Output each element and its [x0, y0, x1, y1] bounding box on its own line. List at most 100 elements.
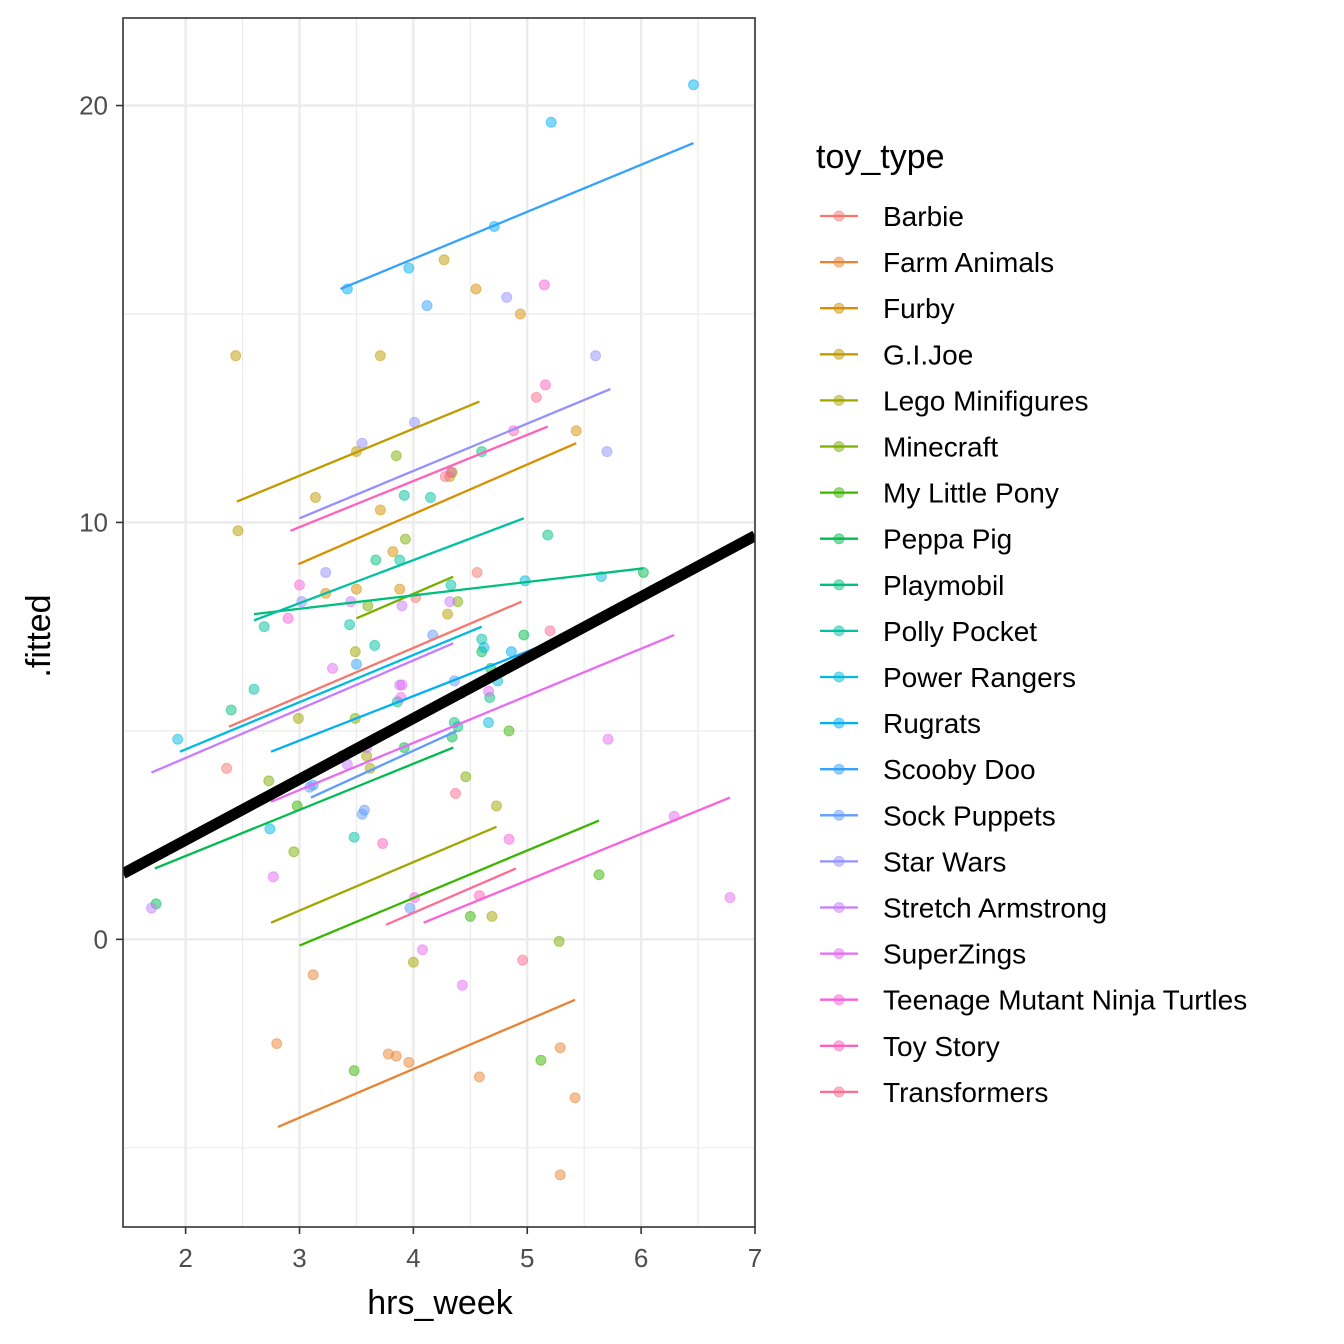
legend-key-point [833, 441, 845, 452]
legend-key-point [833, 1040, 845, 1052]
axes: 2 3 4 5 6 7 0 10 20 [79, 91, 762, 1273]
legend-label: Lego Minifigures [883, 385, 1088, 416]
data-point [271, 1038, 283, 1050]
legend-key-point [833, 256, 845, 268]
data-point [456, 979, 468, 991]
data-point [230, 350, 242, 362]
data-point [554, 1042, 566, 1054]
legend-item: Stretch Armstrong [820, 893, 1107, 924]
data-point [288, 846, 300, 858]
legend-key-point [833, 348, 845, 360]
legend-item: Sock Puppets [820, 800, 1056, 831]
legend-label: G.I.Joe [883, 339, 973, 370]
fit-line-Stretch Armstrong [151, 642, 454, 774]
data-point [503, 725, 515, 737]
x-tick-label: 2 [178, 1243, 192, 1273]
data-point [344, 619, 356, 631]
data-point [370, 554, 382, 566]
legend-label: Minecraft [883, 432, 998, 463]
legend-label: Polly Pocket [883, 616, 1037, 647]
data-point [390, 450, 402, 462]
data-point [348, 1065, 360, 1077]
x-tick-label: 5 [520, 1243, 534, 1273]
legend-item: Lego Minifigures [820, 385, 1088, 416]
data-point [464, 910, 476, 922]
fit-line-Transformers [385, 867, 517, 926]
legend-key-point [833, 994, 845, 1006]
data-point [258, 621, 270, 633]
data-point [535, 1054, 547, 1066]
data-point [593, 869, 605, 881]
fit-line-G.I.Joe [236, 400, 480, 503]
data-point [530, 391, 542, 403]
data-point [374, 350, 386, 362]
legend-key-point [833, 809, 845, 821]
legend-label: Playmobil [883, 570, 1004, 601]
data-point [221, 762, 233, 774]
data-point [483, 717, 495, 729]
fit-line-Barbie [228, 600, 523, 728]
data-point [390, 1050, 402, 1062]
data-point [309, 491, 321, 503]
legend-label: Transformers [883, 1077, 1048, 1108]
x-tick-label: 7 [748, 1243, 762, 1273]
series-points-Transformers [439, 391, 556, 966]
data-point [407, 956, 419, 968]
data-point [473, 1071, 485, 1083]
legend-key-point [833, 302, 845, 314]
y-tick-label: 20 [79, 91, 108, 121]
data-point [471, 566, 483, 578]
legend-label: Star Wars [883, 846, 1006, 877]
data-point [362, 600, 374, 612]
legend-item: Teenage Mutant Ninja Turtles [820, 985, 1247, 1016]
legend-key-point [833, 533, 845, 545]
legend-item: SuperZings [820, 939, 1026, 970]
legend-item: Toy Story [820, 1031, 1000, 1062]
data-point [416, 944, 428, 956]
data-point [396, 679, 408, 691]
data-point [517, 954, 529, 966]
legend-item: Peppa Pig [820, 524, 1012, 555]
data-point [350, 583, 362, 595]
legend-item: G.I.Joe [820, 339, 973, 370]
data-point [263, 775, 275, 787]
data-point [438, 254, 450, 266]
data-point [491, 800, 503, 812]
data-point [486, 910, 498, 922]
legend-item: Barbie [820, 201, 964, 232]
legend-item: Power Rangers [820, 662, 1076, 693]
data-point [264, 823, 276, 835]
legend-label: Rugrats [883, 708, 981, 739]
data-point [396, 600, 408, 612]
legend-key-point [833, 579, 845, 591]
legend-key-point [833, 902, 845, 913]
legend-item: Playmobil [820, 570, 1004, 601]
data-point [450, 787, 462, 799]
data-point [545, 116, 557, 128]
x-tick-label: 3 [292, 1243, 306, 1273]
data-point [232, 525, 244, 537]
data-point [398, 489, 410, 501]
fit-line-Furby [297, 442, 577, 566]
data-point [637, 566, 649, 578]
data-point [445, 579, 457, 591]
series-points-Sock Puppets [304, 629, 460, 914]
data-point [307, 969, 319, 981]
data-point [403, 1056, 415, 1068]
legend-label: Power Rangers [883, 662, 1076, 693]
y-tick-label: 10 [79, 507, 108, 537]
data-point [387, 546, 399, 558]
fit-line-SuperZings [270, 633, 675, 803]
data-point [539, 379, 551, 391]
data-point [248, 683, 260, 695]
data-point [501, 291, 513, 303]
data-point [377, 837, 389, 849]
data-point [470, 283, 482, 295]
data-point [356, 437, 368, 449]
legend-label: Peppa Pig [883, 524, 1012, 555]
series-points-Farm Animals [271, 969, 581, 1181]
y-tick-label: 0 [94, 924, 108, 954]
data-point [349, 646, 361, 658]
data-point [514, 308, 526, 320]
data-point [538, 279, 550, 291]
